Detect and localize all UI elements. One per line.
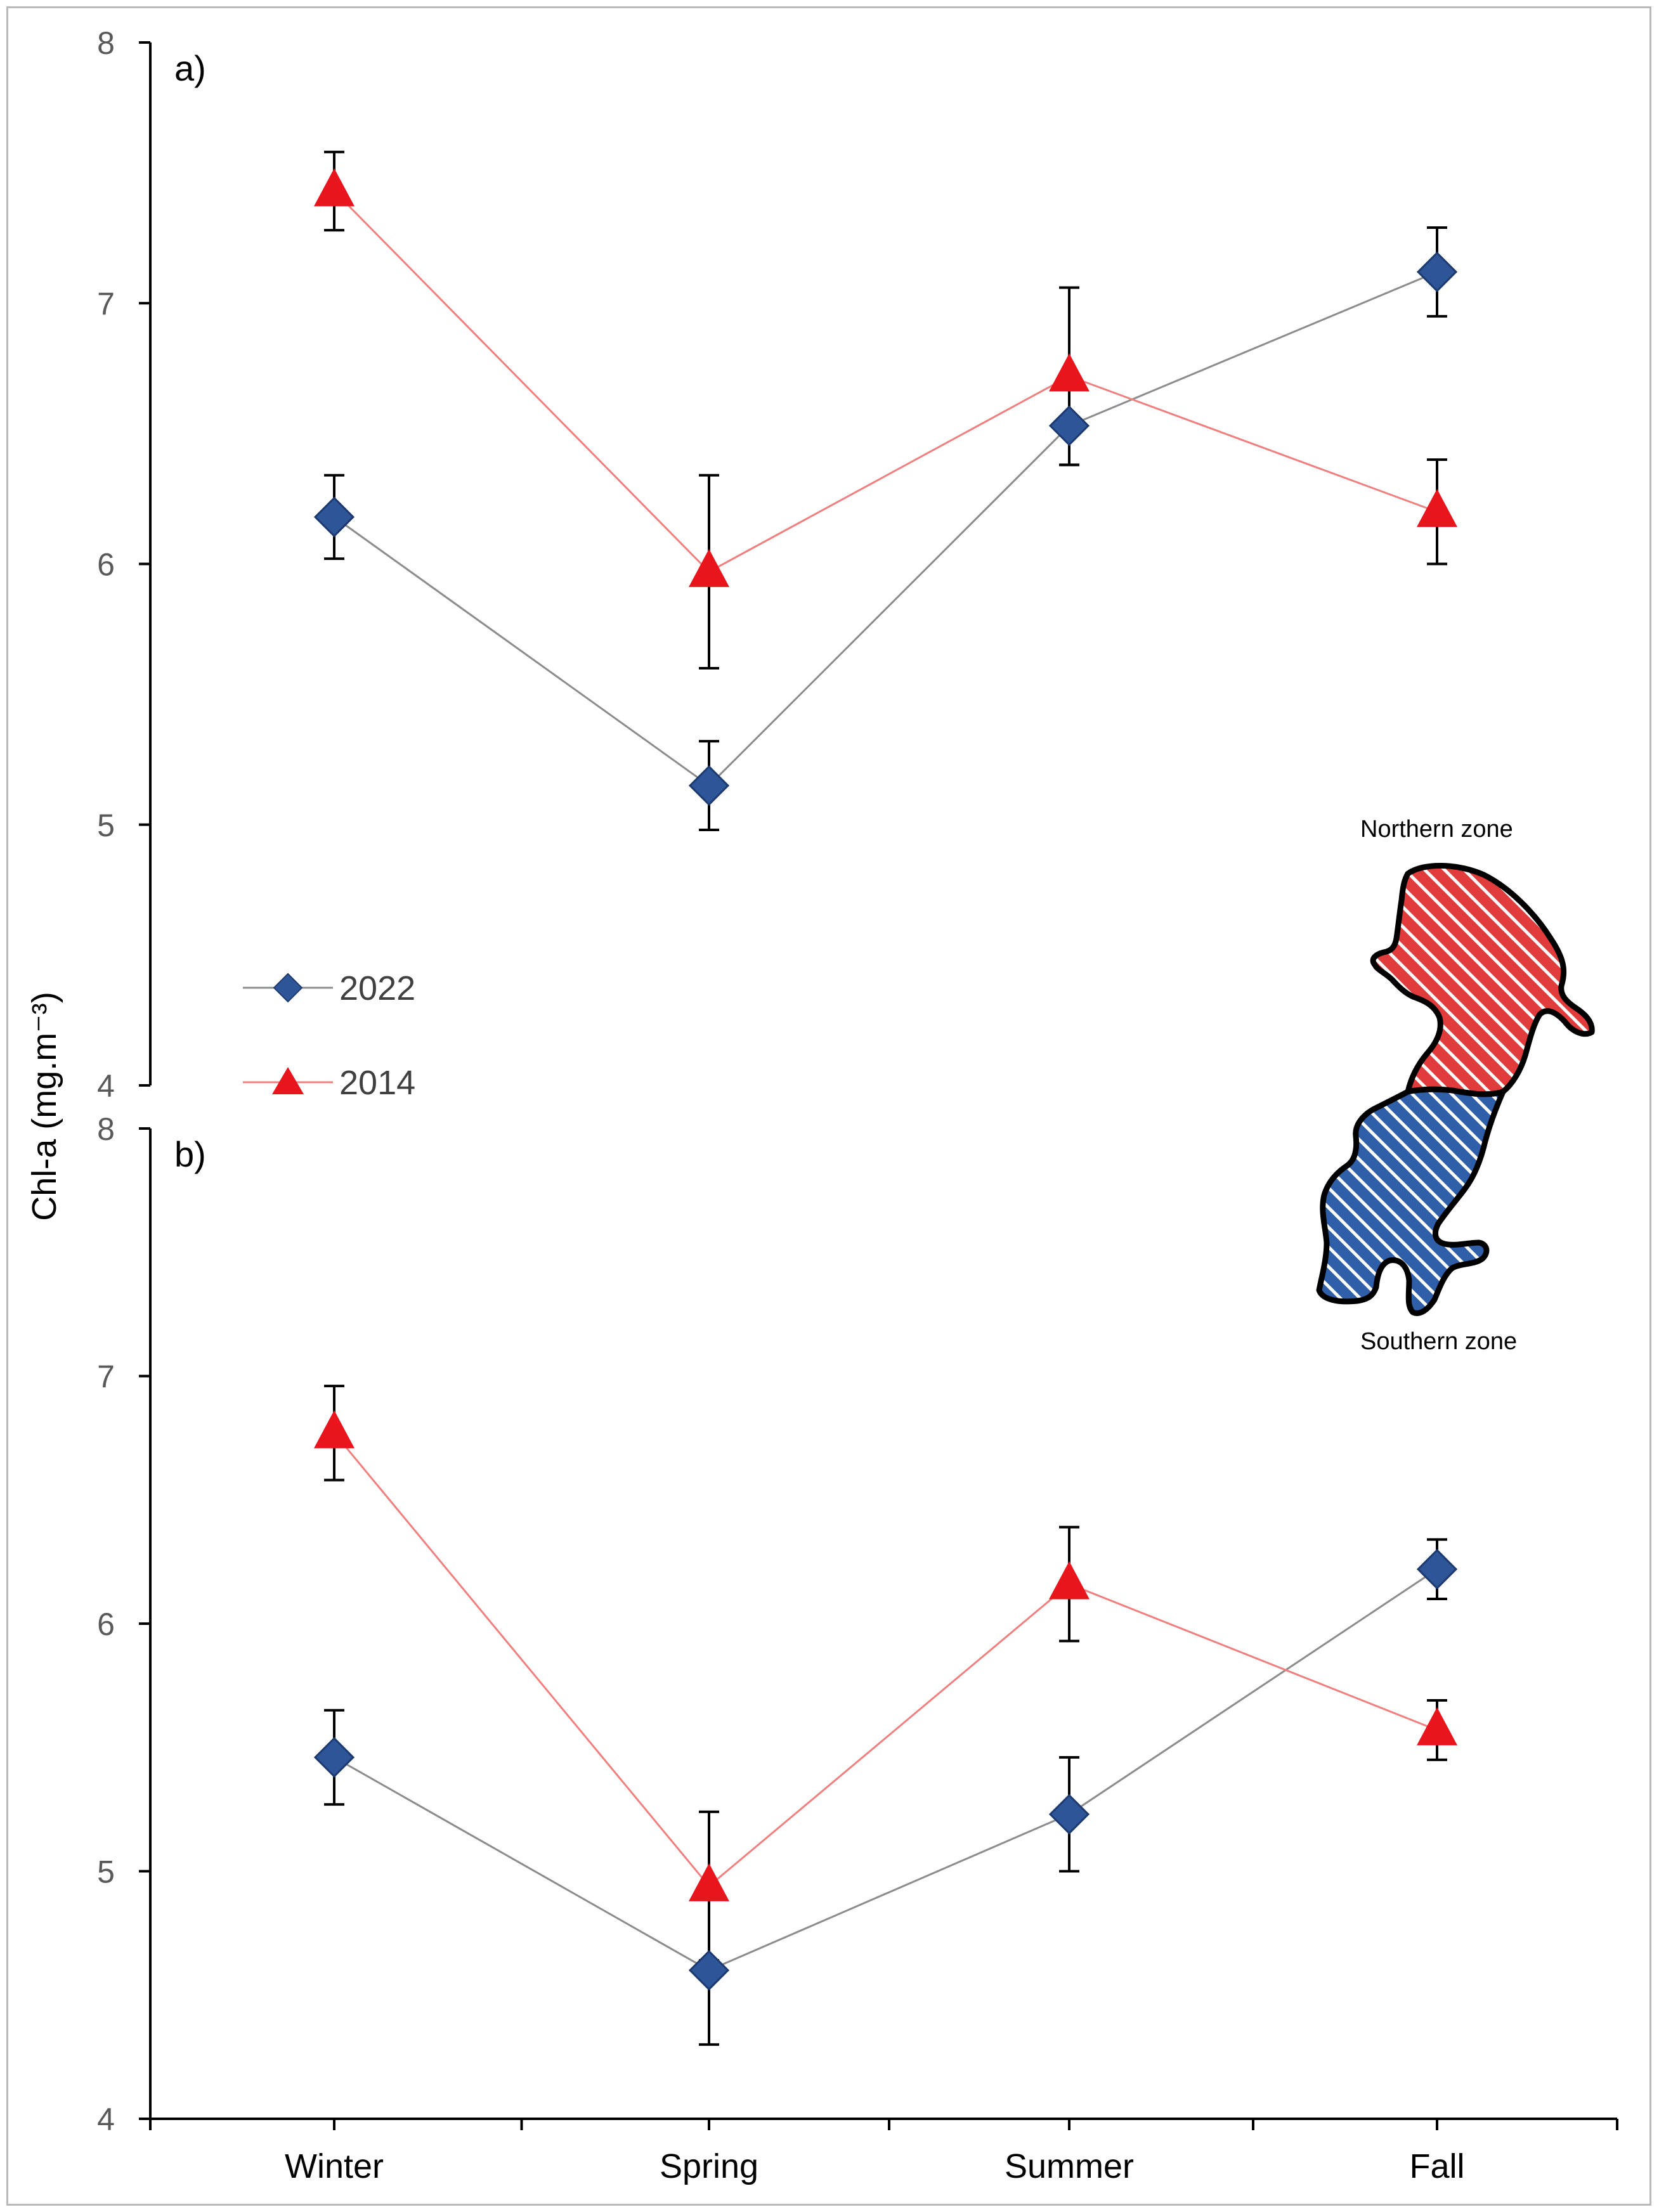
data-point-2014 bbox=[1417, 1707, 1457, 1745]
legend: 2022 2014 bbox=[243, 969, 415, 1102]
legend-marker-2014 bbox=[272, 1067, 304, 1094]
data-point-2014 bbox=[689, 1863, 729, 1901]
data-point-2022 bbox=[1048, 1794, 1090, 1835]
data-point-2022 bbox=[313, 496, 355, 538]
southern-zone-label: Southern zone bbox=[1360, 1328, 1517, 1355]
data-point-2014 bbox=[1049, 353, 1090, 392]
northern-zone-area bbox=[1370, 863, 1595, 1097]
series-line-2022 bbox=[334, 1568, 1438, 1972]
y-tick-label: 6 bbox=[97, 1607, 115, 1642]
panel-label: a) bbox=[174, 48, 206, 88]
y-tick-label: 8 bbox=[97, 1111, 115, 1147]
data-point-2022 bbox=[1416, 1548, 1458, 1590]
panel-a: 4 5 6 7 8 a) bbox=[97, 25, 1458, 1104]
data-point-2022 bbox=[1048, 405, 1090, 446]
data-point-2022 bbox=[1416, 251, 1458, 293]
y-tick-label: 8 bbox=[97, 25, 115, 61]
y-tick-label: 5 bbox=[97, 808, 115, 843]
legend-marker-2022 bbox=[273, 973, 303, 1003]
x-category-label: Summer bbox=[1005, 2147, 1134, 2185]
y-tick-label: 4 bbox=[97, 2102, 115, 2137]
legend-label-2022: 2022 bbox=[339, 969, 415, 1007]
x-category-label: Spring bbox=[660, 2147, 758, 2185]
lake-map-inset: Northern zone Southern zone bbox=[1316, 816, 1595, 1355]
y-tick-label: 7 bbox=[97, 1359, 115, 1395]
northern-zone-label: Northern zone bbox=[1360, 816, 1513, 843]
data-point-2014 bbox=[314, 168, 355, 207]
legend-label-2014: 2014 bbox=[339, 1064, 415, 1102]
x-axis-category-labels: Winter Spring Summer Fall bbox=[285, 2147, 1465, 2185]
data-point-2014 bbox=[1417, 489, 1457, 527]
y-tick-label: 6 bbox=[97, 547, 115, 583]
x-category-label: Winter bbox=[285, 2147, 384, 2185]
series-line-2014 bbox=[333, 1432, 1438, 1888]
data-point-2022 bbox=[688, 765, 730, 806]
series-line-2014 bbox=[333, 190, 1438, 573]
x-category-label: Fall bbox=[1409, 2147, 1464, 2185]
data-point-2014 bbox=[314, 1410, 355, 1449]
panel-b: 4 5 6 7 8 b) bbox=[97, 1111, 1618, 2137]
data-point-2014 bbox=[689, 548, 729, 587]
data-point-2022 bbox=[313, 1737, 355, 1778]
southern-zone-area bbox=[1316, 1086, 1506, 1316]
series-line-2022 bbox=[334, 271, 1438, 787]
data-point-2014 bbox=[1049, 1561, 1090, 1600]
y-tick-label: 5 bbox=[97, 1854, 115, 1890]
y-tick-label: 4 bbox=[97, 1068, 115, 1104]
y-axis-label: Chl-a (mg.m⁻³) bbox=[25, 992, 63, 1221]
data-point-2022 bbox=[688, 1950, 730, 1991]
panel-label: b) bbox=[174, 1134, 206, 1174]
y-tick-label: 7 bbox=[97, 286, 115, 321]
